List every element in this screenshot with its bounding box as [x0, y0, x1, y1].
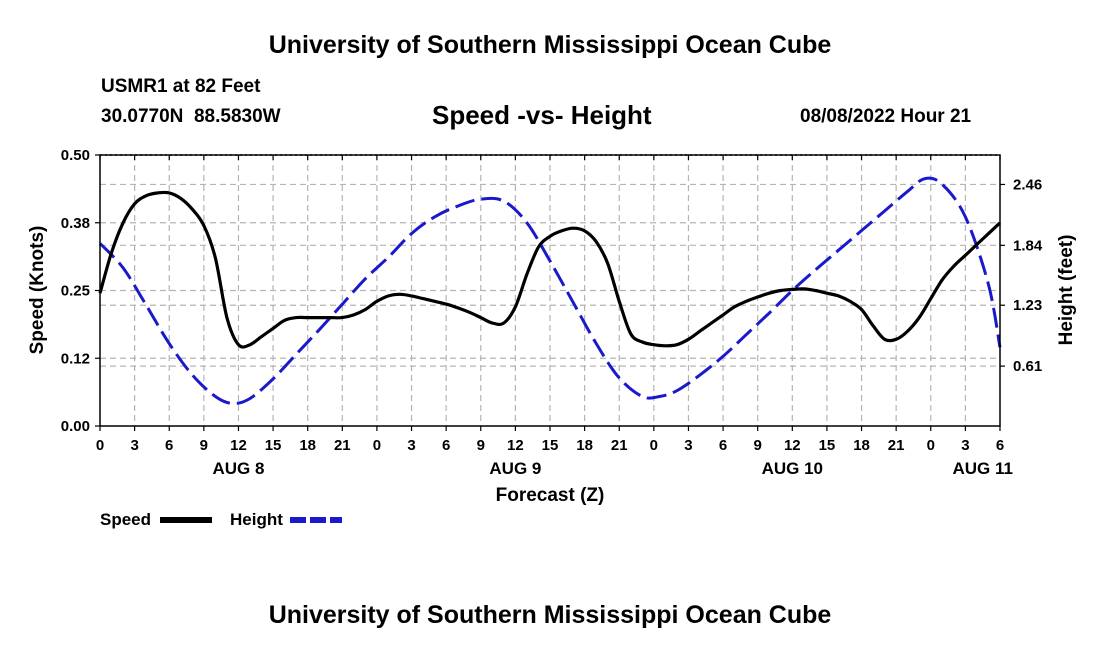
x-tick-label: 3	[407, 437, 415, 454]
y-tick-label-left: 0.12	[61, 350, 90, 367]
legend-speed-label: Speed	[100, 510, 151, 529]
x-tick-label: 15	[542, 437, 559, 454]
x-tick-label: 15	[265, 437, 282, 454]
x-tick-label: 6	[996, 437, 1004, 454]
page-title: University of Southern Mississippi Ocean…	[268, 31, 832, 59]
date-label: AUG 8	[212, 459, 264, 478]
x-tick-label: 0	[96, 437, 104, 454]
series-layer	[98, 176, 1002, 405]
station-coords: 30.0770N 88.5830W	[101, 106, 281, 127]
y-tick-label-right: 2.46	[1013, 176, 1042, 193]
series-line-height	[98, 176, 1002, 405]
x-tick-label: 9	[200, 437, 208, 454]
legend: Speed Height	[100, 510, 342, 529]
forecast-datetime: 08/08/2022 Hour 21	[800, 106, 972, 127]
x-tick-label: 18	[576, 437, 593, 454]
y-tick-label-left: 0.00	[61, 418, 90, 435]
x-tick-label: 15	[819, 437, 836, 454]
x-tick-label: 12	[784, 437, 801, 454]
x-tick-label: 12	[507, 437, 524, 454]
x-tick-label: 18	[853, 437, 870, 454]
date-label: AUG 11	[952, 459, 1012, 478]
x-tick-label: 21	[888, 437, 905, 454]
x-tick-label: 0	[373, 437, 381, 454]
y-axis-label-right: Height (feet)	[1056, 235, 1077, 346]
x-tick-label: 9	[477, 437, 485, 454]
date-label: AUG 9	[489, 459, 541, 478]
station-label: USMR1 at 82 Feet	[101, 76, 261, 97]
series-line-speed	[98, 190, 1002, 349]
x-tick-label: 6	[442, 437, 450, 454]
axes: 0 3 6 9 12 15 18 21 0 3 6 9 12 15 18 21 0 3 6 9 12 15 18 21 0 3 6 A…	[61, 147, 1043, 478]
footer-title: University of Southern Mississippi Ocean…	[268, 601, 832, 629]
x-tick-label: 6	[165, 437, 173, 454]
x-tick-label: 9	[754, 437, 762, 454]
x-tick-label: 3	[130, 437, 138, 454]
x-tick-label: 0	[650, 437, 658, 454]
date-label: AUG 10	[762, 459, 823, 478]
y-tick-label-right: 1.23	[1013, 297, 1042, 314]
y-tick-label-right: 0.61	[1013, 358, 1042, 375]
y-tick-label-right: 1.84	[1013, 237, 1043, 254]
x-tick-label: 0	[927, 437, 935, 454]
y-tick-label-left: 0.38	[61, 215, 90, 232]
x-tick-label: 12	[230, 437, 247, 454]
y-tick-label-left: 0.50	[61, 147, 90, 164]
y-axis-label-left: Speed (Knots)	[27, 226, 48, 355]
x-tick-label: 6	[719, 437, 727, 454]
x-tick-label: 3	[684, 437, 692, 454]
chart-title: Speed -vs- Height	[432, 100, 652, 130]
legend-height-label: Height	[230, 510, 283, 529]
grid-lines	[100, 155, 1000, 426]
x-tick-label: 21	[611, 437, 628, 454]
x-tick-label: 3	[961, 437, 969, 454]
x-tick-label: 18	[299, 437, 316, 454]
x-axis-label: Forecast (Z)	[496, 485, 605, 506]
x-tick-label: 21	[334, 437, 351, 454]
y-tick-label-left: 0.25	[61, 283, 90, 300]
